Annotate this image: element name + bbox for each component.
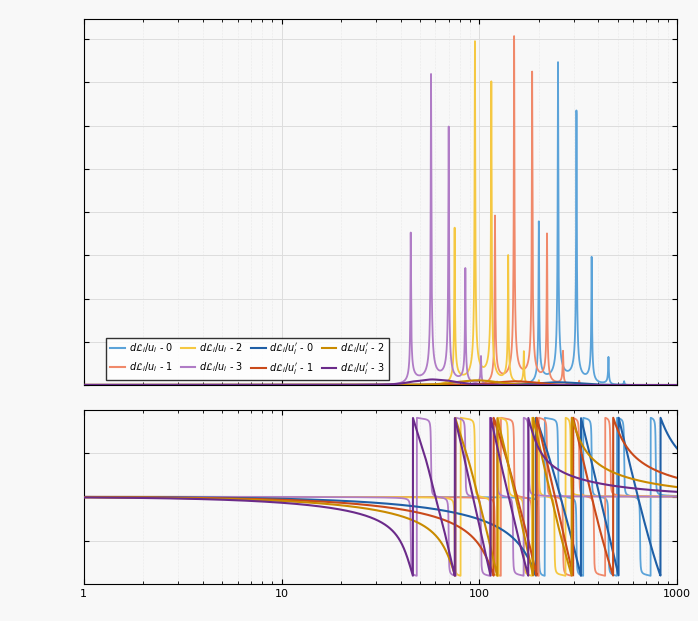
Legend: $d\mathcal{L}_i/u_i$ - 0, $d\mathcal{L}_i/u_i$ - 1, $d\mathcal{L}_i/u_i$ - 2, $d: $d\mathcal{L}_i/u_i$ - 0, $d\mathcal{L}_… (106, 338, 389, 380)
